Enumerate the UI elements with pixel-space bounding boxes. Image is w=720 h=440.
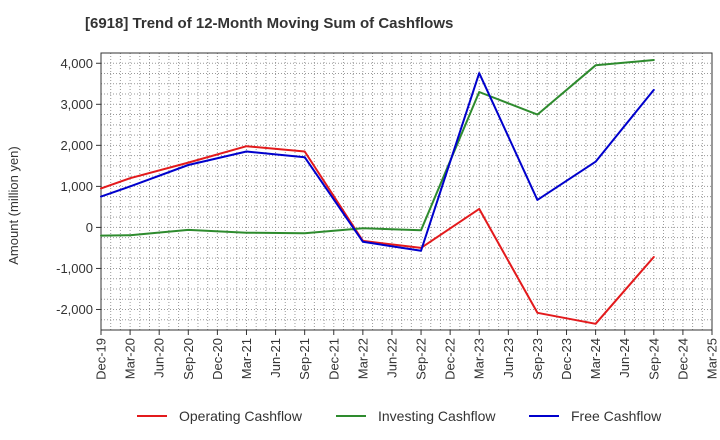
- x-tick-label: Mar-20: [123, 338, 138, 379]
- series-line-investing: [100, 59, 655, 237]
- x-tick-label: Sep-22: [414, 338, 429, 380]
- y-axis-label: Amount (million yen): [6, 146, 21, 265]
- x-tick-label: Dec-20: [210, 338, 225, 380]
- legend-item-operating: Operating Cashflow: [137, 405, 302, 427]
- x-tick-label: Sep-24: [646, 338, 661, 380]
- x-tick-label: Dec-23: [559, 338, 574, 380]
- legend-label-free: Free Cashflow: [571, 408, 662, 424]
- legend-swatch-free: [529, 415, 559, 417]
- series-line-free: [100, 72, 655, 252]
- x-tick-label: Jun-20: [152, 338, 167, 378]
- x-tick-label: Jun-21: [268, 338, 283, 378]
- plot-frame: [100, 52, 713, 331]
- y-tick-label: 4,000: [60, 56, 93, 71]
- legend: Operating Cashflow Investing Cashflow Fr…: [0, 405, 720, 427]
- y-tick-label: 3,000: [60, 97, 93, 112]
- x-tick-label: Mar-25: [705, 338, 720, 379]
- legend-swatch-operating: [137, 415, 167, 417]
- x-tick-label: Dec-21: [326, 338, 341, 380]
- x-tick-label: Dec-24: [675, 338, 690, 380]
- x-tick-label: Sep-21: [297, 338, 312, 380]
- y-tick-label: -2,000: [56, 302, 93, 317]
- y-tick-label: 0: [86, 220, 93, 235]
- x-tick-label: Sep-23: [530, 338, 545, 380]
- x-tick-label: Mar-24: [588, 338, 603, 379]
- legend-label-operating: Operating Cashflow: [179, 408, 302, 424]
- legend-item-investing: Investing Cashflow: [336, 405, 496, 427]
- plot-background: [101, 53, 712, 330]
- x-tick-label: Sep-20: [181, 338, 196, 380]
- legend-label-investing: Investing Cashflow: [378, 408, 496, 424]
- x-tick-label: Jun-22: [384, 338, 399, 378]
- y-tick-label: 1,000: [60, 179, 93, 194]
- chart-title: [6918] Trend of 12-Month Moving Sum of C…: [85, 15, 454, 32]
- x-tick-label: Jun-23: [501, 338, 516, 378]
- x-tick-label: Mar-21: [239, 338, 254, 379]
- x-tick-label: Dec-22: [443, 338, 458, 380]
- x-tick-label: Jun-24: [617, 338, 632, 378]
- x-tick-label: Mar-23: [472, 338, 487, 379]
- y-tick-label: -1,000: [56, 261, 93, 276]
- legend-swatch-investing: [336, 415, 366, 417]
- x-tick-label: Mar-22: [355, 338, 370, 379]
- x-tick-label: Dec-19: [94, 338, 109, 380]
- y-tick-label: 2,000: [60, 138, 93, 153]
- legend-item-free: Free Cashflow: [529, 405, 661, 427]
